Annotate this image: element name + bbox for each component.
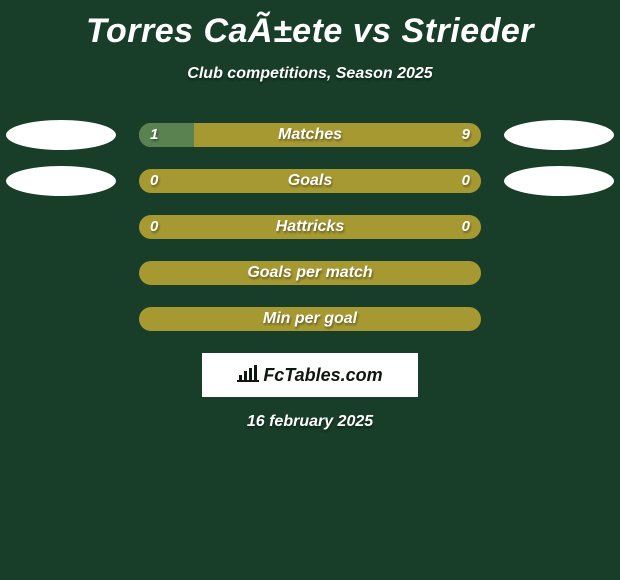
stat-bar: Goals per match xyxy=(139,261,481,285)
date: 16 february 2025 xyxy=(0,413,620,431)
brand-box: FcTables.com xyxy=(202,353,418,397)
stat-label: Matches xyxy=(139,123,481,147)
stat-value-right: 0 xyxy=(462,169,470,193)
stat-bar: 0 Goals 0 xyxy=(139,169,481,193)
stat-label: Goals per match xyxy=(139,261,481,285)
player-right-marker xyxy=(504,120,614,150)
stat-label: Goals xyxy=(139,169,481,193)
player-left-marker xyxy=(6,120,116,150)
stat-row: 0 Hattricks 0 xyxy=(0,215,620,239)
stat-value-right: 0 xyxy=(462,215,470,239)
stat-row: Min per goal xyxy=(0,307,620,331)
subtitle: Club competitions, Season 2025 xyxy=(0,65,620,83)
stat-value-right: 9 xyxy=(462,123,470,147)
stats-container: 1 Matches 9 0 Goals 0 0 Hattricks 0 xyxy=(0,123,620,331)
player-left-marker xyxy=(6,166,116,196)
page-title: Torres CaÃ±ete vs Strieder xyxy=(0,0,620,51)
player-right-marker xyxy=(504,166,614,196)
stat-row: 1 Matches 9 xyxy=(0,123,620,147)
chart-icon xyxy=(237,364,259,387)
stat-row: 0 Goals 0 xyxy=(0,169,620,193)
stat-bar: 1 Matches 9 xyxy=(139,123,481,147)
stat-label: Hattricks xyxy=(139,215,481,239)
stat-label: Min per goal xyxy=(139,307,481,331)
brand-text: FcTables.com xyxy=(263,365,382,386)
stat-row: Goals per match xyxy=(0,261,620,285)
stat-bar: Min per goal xyxy=(139,307,481,331)
stat-bar: 0 Hattricks 0 xyxy=(139,215,481,239)
